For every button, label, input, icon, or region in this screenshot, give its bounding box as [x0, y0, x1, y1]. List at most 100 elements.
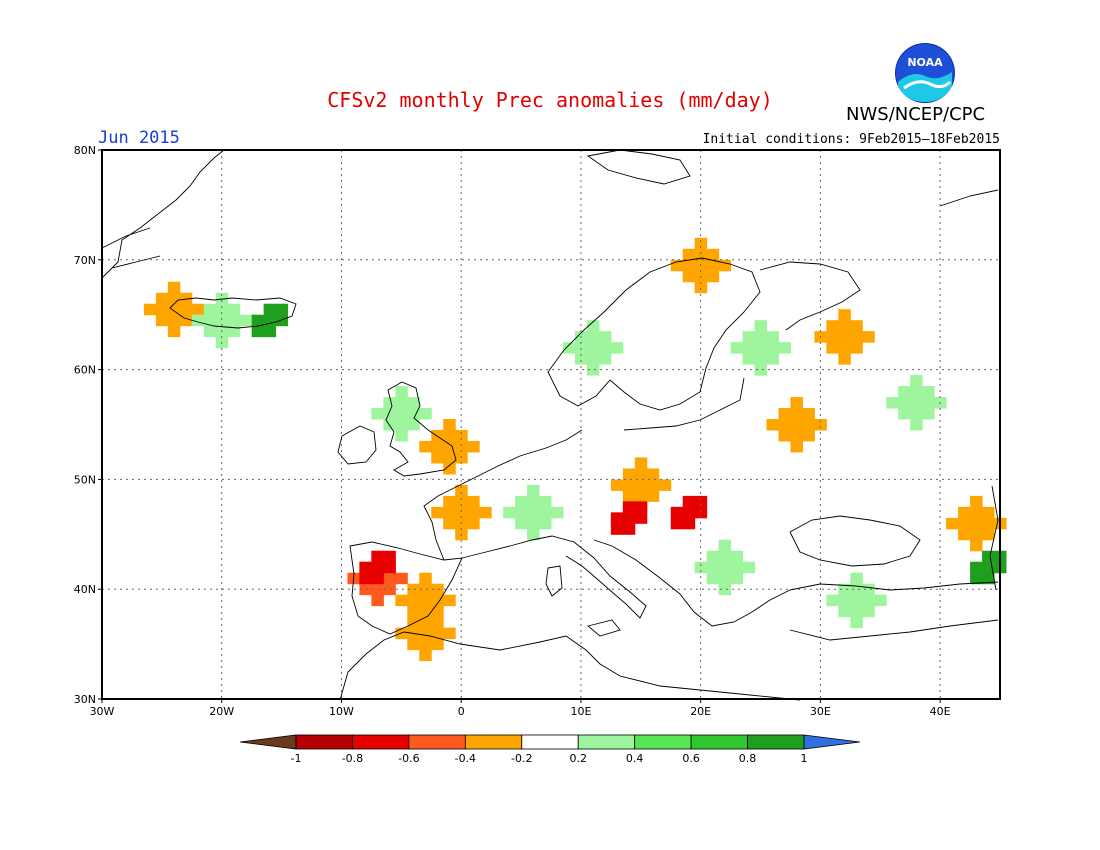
anomaly-cell: [455, 506, 468, 519]
anomaly-cell: [970, 495, 983, 508]
greenland-coast: [101, 149, 225, 279]
anomaly-cell: [970, 561, 983, 574]
anomaly-cell: [191, 303, 205, 316]
anomaly-cell: [227, 303, 241, 316]
anomaly-cell: [742, 561, 756, 574]
anomaly-cell: [646, 479, 660, 491]
anomaly-cell: [850, 342, 863, 354]
anomaly-cell: [395, 408, 408, 420]
anomaly-cell: [706, 248, 720, 261]
anomaly-cell: [527, 528, 540, 541]
anomaly-cell: [838, 342, 851, 354]
lat-tick-label: 60N: [74, 364, 96, 377]
anomaly-cell: [874, 594, 887, 607]
lon-tick-label: 10E: [570, 705, 591, 718]
anomaly-cell: [407, 594, 420, 607]
colorbar-labels: -1 -0.8 -0.6 -0.4 -0.2 0.2 0.4 0.6 0.8 1: [291, 752, 808, 765]
anomaly-cell: [431, 506, 444, 519]
anomaly-cell: [622, 523, 636, 535]
anomaly-cell: [634, 490, 648, 502]
anomaly-cell: [527, 517, 540, 530]
anomaly-cell: [694, 495, 708, 508]
anomaly-cell: [778, 419, 791, 431]
coastlines: [101, 149, 999, 701]
lon-tick-label: 0: [458, 705, 465, 718]
anomaly-cell: [598, 353, 612, 365]
anomaly-cell: [395, 386, 408, 398]
svalbard-coast: [586, 149, 691, 185]
anomaly-cell: [395, 572, 408, 585]
anomaly-cell: [754, 364, 768, 376]
anomaly-cell: [910, 408, 923, 420]
colorbar-box: [690, 734, 748, 750]
anomaly-cell: [586, 342, 600, 354]
anomaly-cell: [850, 320, 863, 332]
italy-coast: [461, 535, 647, 619]
sardinia-coast: [545, 565, 563, 597]
anomaly-cell: [586, 320, 600, 332]
anomaly-cell: [634, 457, 648, 469]
novaya-coast: [939, 189, 999, 207]
anomaly-cell: [419, 572, 432, 585]
anomaly-cell: [826, 342, 839, 354]
anomaly-cell: [850, 605, 863, 618]
anomaly-cell: [982, 506, 995, 519]
france-coast: [423, 429, 583, 561]
colorbar-high-arrow: [803, 734, 861, 750]
anomaly-cell: [371, 550, 384, 563]
colorbar-label: -1: [291, 752, 302, 765]
anomaly-cell: [215, 314, 229, 327]
anomaly-cell: [215, 303, 229, 316]
anomaly-cell: [539, 495, 552, 508]
anomaly-cell: [503, 506, 516, 519]
anomaly-cell: [682, 506, 696, 519]
anomaly-cell: [179, 303, 193, 316]
anomaly-cell: [527, 506, 540, 519]
lon-tick-label: 20E: [690, 705, 711, 718]
anomaly-cell: [455, 429, 468, 442]
anomaly-cell: [742, 342, 756, 354]
anomaly-cell: [970, 517, 983, 530]
anomaly-cell: [730, 342, 744, 354]
turkey-south: [789, 619, 999, 641]
anomaly-cell: [419, 627, 432, 640]
colorbar-box: [295, 734, 353, 750]
anomaly-cell: [682, 259, 696, 272]
anomaly-cell: [826, 320, 839, 332]
colorbar-box: [521, 734, 579, 750]
balkans-coast: [593, 539, 791, 627]
anomaly-cell: [371, 561, 384, 574]
anomaly-cell: [946, 517, 959, 530]
africa-coast: [339, 631, 801, 701]
grid-lines: [102, 150, 1000, 699]
colorbar-label: 0.8: [739, 752, 757, 765]
anomaly-cell: [850, 572, 863, 585]
anomaly-cell: [251, 325, 265, 338]
colorbar-label: 0.2: [569, 752, 587, 765]
anomaly-cell: [419, 616, 432, 629]
anomaly-cell: [431, 429, 444, 442]
anomaly-cell: [706, 259, 720, 272]
anomaly-cell: [443, 419, 456, 431]
anomaly-cell: [551, 506, 564, 519]
anomaly-cell: [802, 408, 815, 420]
anomaly-cell: [970, 572, 983, 585]
anomaly-cell: [467, 517, 480, 530]
anomaly-cell: [850, 583, 863, 596]
anomaly-cell: [395, 397, 408, 409]
anomaly-cell: [622, 512, 636, 524]
baltic-coast: [623, 377, 745, 431]
anomaly-cell: [455, 440, 468, 453]
anomaly-cell: [622, 479, 636, 491]
anomaly-cell: [898, 408, 911, 420]
anomaly-cell: [359, 572, 372, 585]
anomaly-cell: [802, 429, 815, 442]
anomaly-cell: [718, 583, 732, 596]
anomaly-cell: [467, 495, 480, 508]
anomaly-cell: [515, 517, 528, 530]
anomaly-cell: [586, 364, 600, 376]
anomaly-cell: [371, 572, 384, 585]
anomaly-cell: [754, 342, 768, 354]
anomaly-cell: [371, 408, 384, 420]
